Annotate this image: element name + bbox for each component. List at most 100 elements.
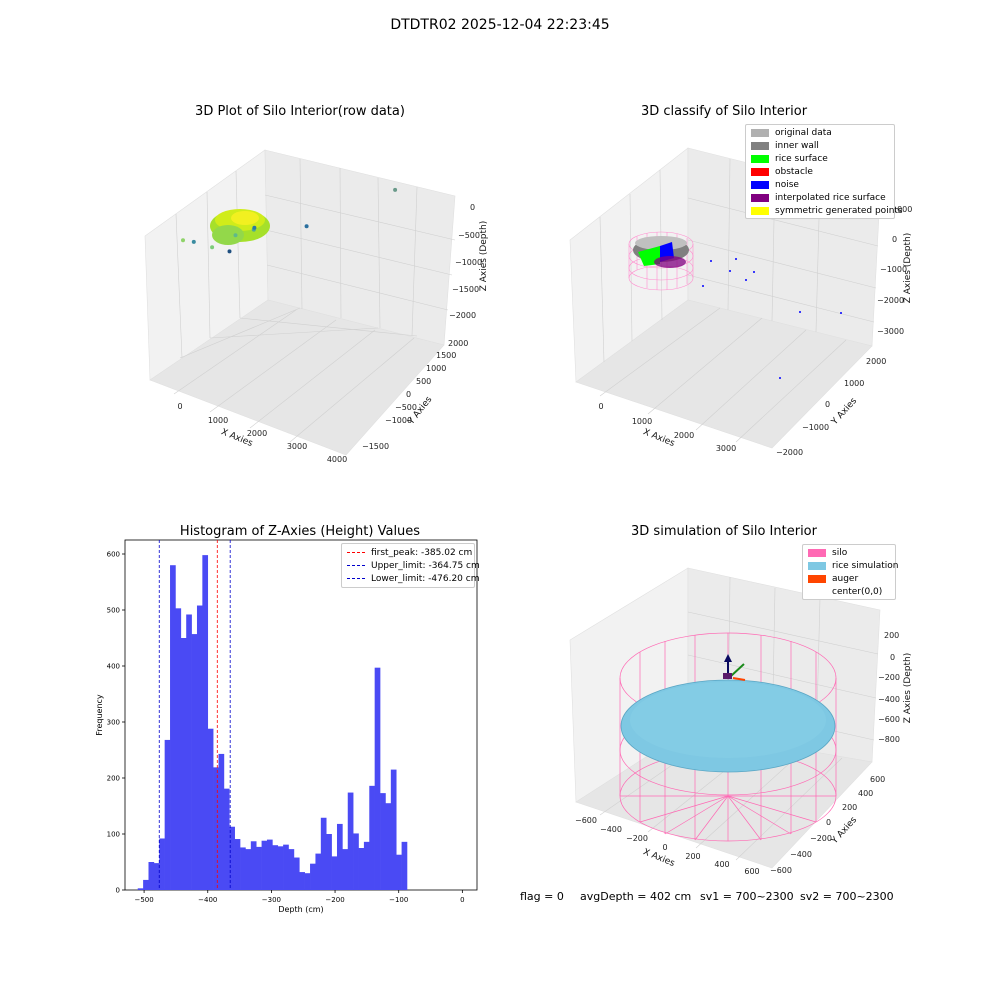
raw-y-tick: 1500 (436, 351, 456, 360)
simulation-x-tick: 0 (662, 843, 667, 852)
simulation-x-tick: 600 (744, 867, 759, 876)
histogram-bar (164, 739, 171, 890)
classify-z-label: Z Axies (Depth) (903, 233, 913, 304)
histogram-bar (320, 817, 327, 890)
histogram-bar (390, 769, 397, 890)
histogram-bar (304, 873, 311, 890)
simulation-y-label: Y Axies (829, 815, 859, 847)
histogram-bar (358, 848, 365, 890)
raw-z-tick: 0 (470, 203, 475, 212)
histogram-y-tick: 200 (107, 775, 120, 783)
simulation-y-tick: 0 (826, 818, 831, 827)
histogram-y-tick: 400 (107, 663, 120, 671)
simulation-z-tick: 0 (890, 653, 895, 662)
raw-data-point (304, 224, 309, 229)
legend-label: noise (775, 179, 799, 190)
legend-label: rice simulation (832, 560, 899, 571)
legend-swatch (808, 574, 826, 583)
legend-swatch (751, 128, 769, 137)
raw-z-tick: −1500 (452, 285, 479, 294)
histogram-bar (331, 856, 338, 890)
classify-z-tick: 0 (892, 235, 897, 244)
raw-y-tick: 500 (416, 377, 431, 386)
histogram-title: Histogram of Z-Axies (Height) Values (179, 524, 421, 539)
classify-z-tick: −3000 (877, 327, 904, 336)
histogram-y-tick: 600 (107, 551, 120, 559)
legend-label: silo (832, 547, 848, 558)
legend-swatch (751, 167, 769, 176)
raw-y-tick: −1500 (362, 442, 389, 451)
classify-legend: original data inner wall rice surface ob… (745, 124, 903, 219)
raw-data-point (181, 238, 185, 243)
legend-line (347, 578, 365, 579)
simulation-y-tick: −400 (790, 850, 812, 859)
sv2-status: sv2 = 700~2300 (800, 890, 894, 903)
simulation-x-tick: −200 (626, 834, 648, 843)
raw-x-tick: 2000 (247, 429, 267, 438)
legend-entry-silo: silo (803, 546, 895, 559)
histogram-bar (250, 841, 257, 890)
raw-y-tick: −500 (395, 403, 417, 412)
histogram-bar (347, 792, 354, 890)
histogram-bar (299, 872, 305, 890)
sv1-status: sv1 = 700~2300 (700, 890, 794, 903)
histogram-bar (283, 844, 289, 890)
histogram-bar (266, 839, 273, 890)
raw-data-point (233, 233, 238, 238)
histogram-bar (223, 788, 230, 890)
legend-label: Upper_limit: -364.75 cm (371, 560, 480, 571)
classify-x-tick: 1000 (632, 417, 652, 426)
legend-entry-inner-wall: inner wall (746, 139, 894, 152)
histogram-bar (272, 845, 279, 890)
legend-swatch (751, 141, 769, 150)
histogram-bar (342, 849, 349, 890)
histogram-bar (148, 862, 155, 890)
histogram-bar (137, 888, 144, 890)
raw-plot-title: 3D Plot of Silo Interior(row data) (195, 104, 405, 119)
legend-line (347, 552, 365, 553)
histogram-bar (175, 608, 182, 890)
simulation-x-tick: 200 (685, 852, 700, 861)
classify-x-label: X Axies (641, 427, 676, 449)
simulation-y-tick: 400 (858, 789, 873, 798)
legend-swatch (808, 561, 826, 570)
legend-label: Lower_limit: -476.20 cm (371, 573, 480, 584)
legend-swatch (751, 154, 769, 163)
classify-z-tick: −2000 (877, 296, 904, 305)
raw-data-point (227, 249, 232, 254)
histogram-bar (186, 614, 192, 890)
legend-entry-auger: auger (803, 572, 895, 585)
simulation-legend: silo rice simulation auger center(0,0) (802, 544, 899, 600)
histogram-y-label: Frequency (95, 694, 104, 736)
histogram-bar (396, 854, 402, 890)
histogram-bar (380, 793, 386, 890)
simulation-x-tick: −600 (575, 816, 597, 825)
classify-y-tick: −2000 (776, 448, 803, 457)
classify-3d-plot: 0 1000 2000 3000 −2000 −1000 0 1000 2000… (569, 147, 913, 457)
classify-z-tick: −1000 (880, 265, 907, 274)
legend-entry-lower-limit: Lower_limit: -476.20 cm (342, 572, 479, 585)
legend-entry-interpolated-rice-surface: interpolated rice surface (746, 191, 894, 204)
legend-entry-upper-limit: Upper_limit: -364.75 cm (342, 559, 480, 572)
histogram-bar (401, 841, 408, 890)
raw-z-label: Z Axies (Depth) (479, 221, 489, 292)
histogram-y-tick: 0 (116, 887, 120, 895)
simulation-y-tick: −600 (770, 866, 792, 875)
legend-label: obstacle (775, 166, 813, 177)
histogram-bar (218, 753, 225, 890)
histogram-bar (229, 826, 235, 890)
classify-y-tick: 0 (825, 400, 830, 409)
legend-label: auger (832, 573, 859, 584)
simulation-3d-plot: −600 −400 −200 0 200 400 600 −600 −400 −… (569, 567, 913, 876)
legend-entry-center: center(0,0) (803, 585, 895, 598)
histogram-bar (353, 833, 359, 890)
legend-label: rice surface (775, 153, 828, 164)
legend-label: center(0,0) (832, 586, 883, 597)
legend-label: first_peak: -385.02 cm (371, 547, 473, 558)
raw-y-tick: 0 (406, 390, 411, 399)
histogram-legend: first_peak: -385.02 cm Upper_limit: -364… (341, 543, 480, 588)
histogram-x-label: Depth (cm) (278, 905, 323, 914)
legend-label: symmetric generated points (775, 205, 903, 216)
classify-y-label: Y Axies (829, 396, 859, 428)
simulation-y-tick: 600 (870, 775, 885, 784)
